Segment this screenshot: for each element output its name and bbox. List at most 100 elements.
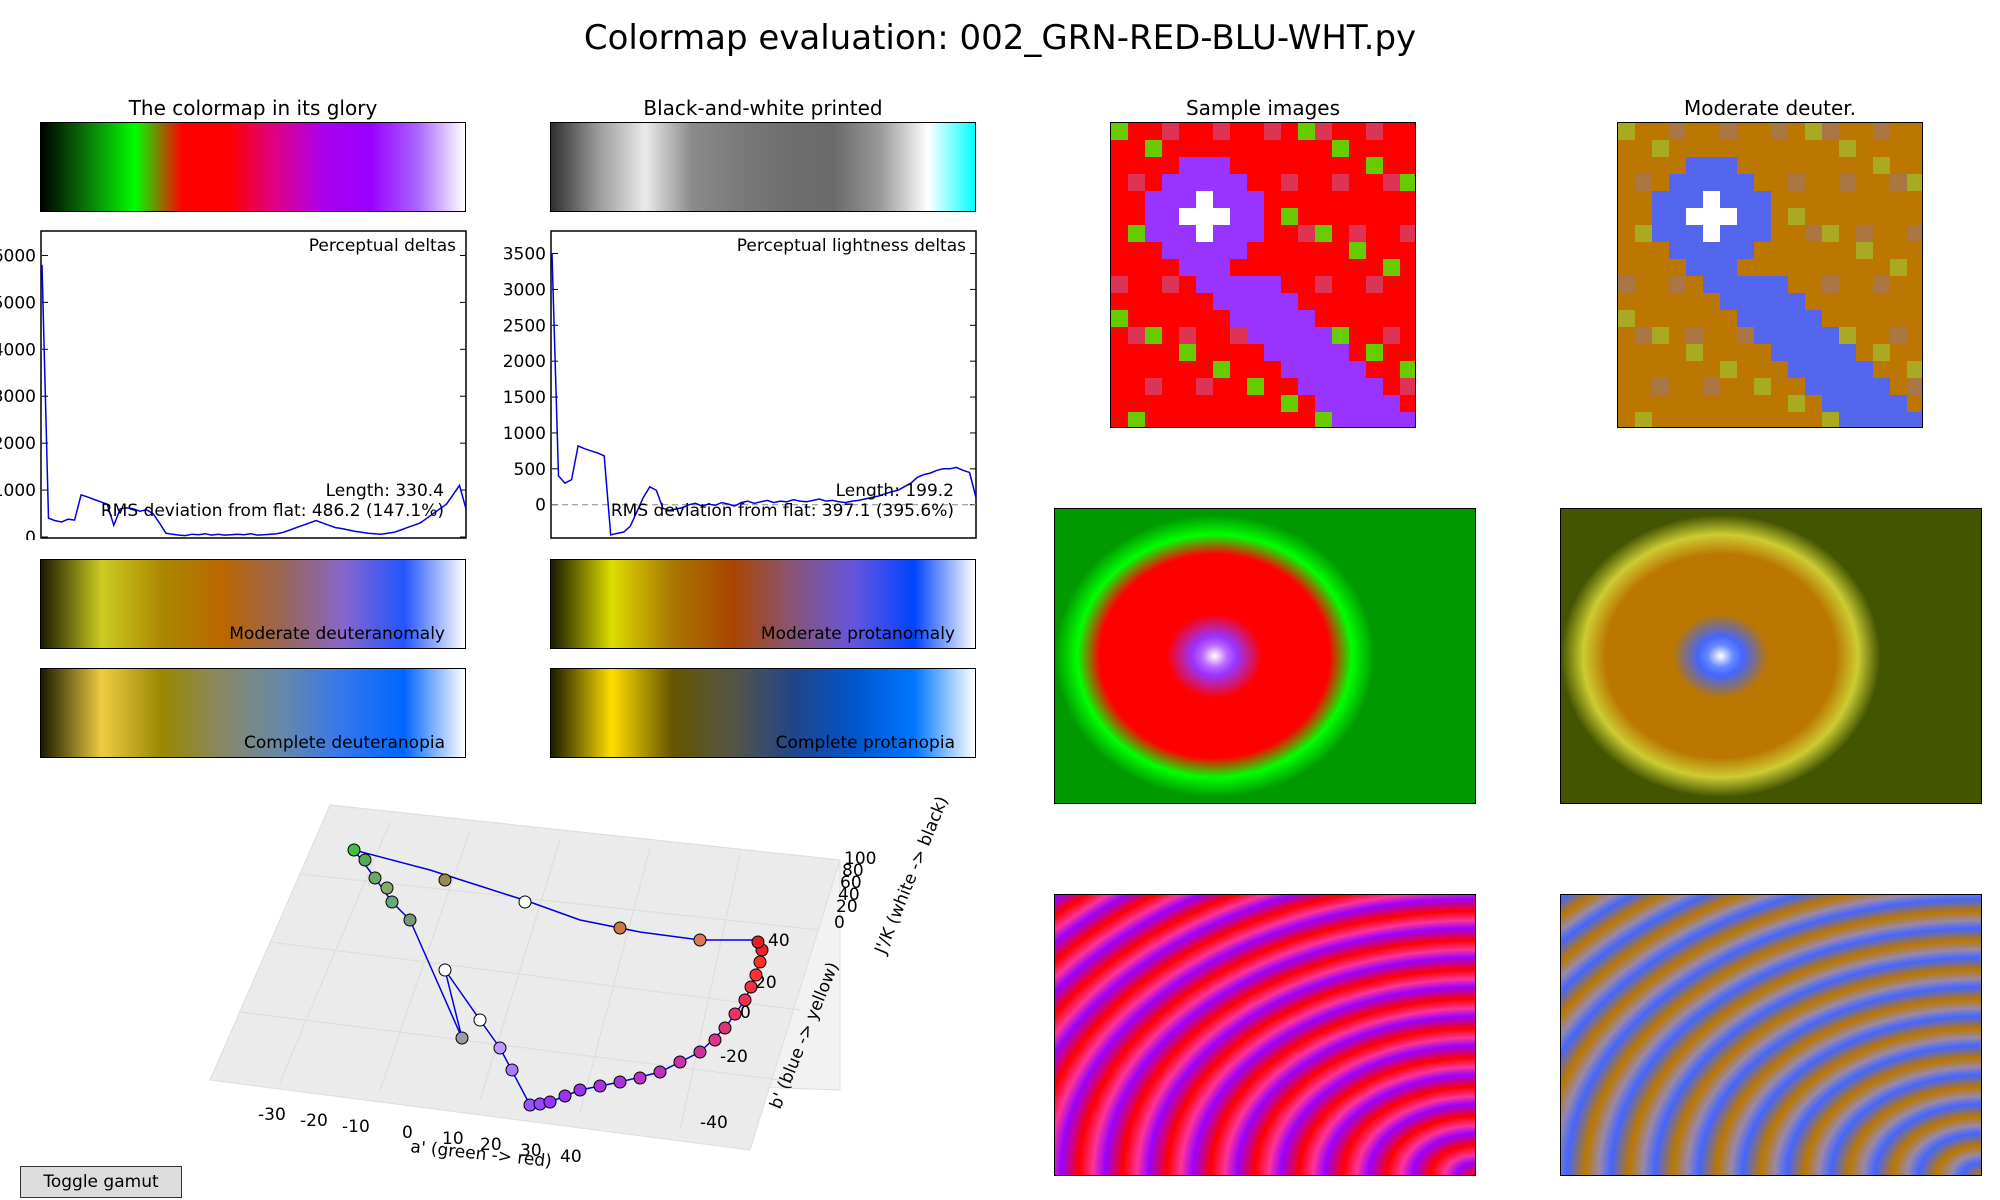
grid-cell	[1873, 123, 1891, 141]
grid-cell	[1213, 361, 1231, 379]
grid-cell	[1720, 395, 1738, 413]
grid-cell	[1788, 174, 1806, 192]
grid-cell	[1754, 378, 1772, 396]
svg-text:10: 10	[442, 1129, 464, 1149]
grid-cell	[1822, 344, 1840, 362]
grid-cell	[1213, 157, 1231, 175]
grid-cell	[1128, 395, 1146, 413]
grid-cell	[1315, 378, 1333, 396]
grid-cell	[1822, 140, 1840, 158]
grid-cell	[1856, 208, 1874, 226]
grid-cell	[1366, 208, 1384, 226]
grid-cell	[1686, 208, 1704, 226]
grid-cell	[1822, 242, 1840, 260]
grid-cell	[1754, 140, 1772, 158]
grid-cell	[1349, 378, 1367, 396]
grid-cell	[1737, 395, 1755, 413]
grid-cell	[1145, 225, 1163, 243]
grid-cell	[1839, 344, 1857, 362]
grid-cell	[1788, 123, 1806, 141]
svg-text:-20: -20	[300, 1111, 328, 1131]
grid-cell	[1754, 293, 1772, 311]
grid-cell	[1805, 395, 1823, 413]
grid-cell	[1247, 208, 1265, 226]
grid-cell	[1179, 174, 1197, 192]
grid-cell	[1128, 378, 1146, 396]
grid-cell	[1805, 276, 1823, 294]
grid-cell	[1669, 276, 1687, 294]
grid-cell	[1400, 242, 1415, 260]
svg-text:60: 60	[840, 873, 862, 893]
grid-cell	[1907, 140, 1922, 158]
grid-cell	[1162, 157, 1180, 175]
grid-cell	[1771, 123, 1789, 141]
grid-cell	[1720, 140, 1738, 158]
grid-cell	[1179, 412, 1197, 427]
grid-cell	[1298, 208, 1316, 226]
grid-cell	[1737, 191, 1755, 209]
grid-cell	[1652, 344, 1670, 362]
grid-cell	[1873, 361, 1891, 379]
grid-cell	[1669, 412, 1687, 427]
grid-cell	[1652, 378, 1670, 396]
grid-cell	[1230, 344, 1248, 362]
grid-cell	[1856, 140, 1874, 158]
grid-cell	[1737, 157, 1755, 175]
grid-cell	[1111, 395, 1129, 413]
grid-cell	[1856, 157, 1874, 175]
grid-cell	[1788, 344, 1806, 362]
grid-cell	[1754, 191, 1772, 209]
grid-cell	[1703, 412, 1721, 427]
grid-cell	[1890, 412, 1908, 427]
grid-cell	[1652, 310, 1670, 328]
deltas-line	[41, 264, 467, 537]
grid-cell	[1213, 276, 1231, 294]
deuter-image-waves	[1560, 894, 1982, 1176]
grid-cell	[1128, 174, 1146, 192]
grid-cell	[1805, 344, 1823, 362]
grid-cell	[1281, 412, 1299, 427]
grid-cell	[1298, 293, 1316, 311]
grid-cell	[1618, 225, 1636, 243]
grid-cell	[1281, 378, 1299, 396]
grid-cell	[1196, 344, 1214, 362]
grid-cell	[1281, 276, 1299, 294]
grid-cell	[1196, 293, 1214, 311]
grid-cell	[1332, 293, 1350, 311]
grid-cell	[1247, 123, 1265, 141]
grid-cell	[1247, 327, 1265, 345]
grid-cell	[1805, 378, 1823, 396]
grid-cell	[1873, 225, 1891, 243]
gamut-3d-plot[interactable]: -30 -20 -10 0 10 20 30 40 a' (green -> r…	[180, 790, 970, 1175]
grid-cell	[1839, 157, 1857, 175]
grid-cell	[1230, 140, 1248, 158]
grid-cell	[1315, 174, 1333, 192]
grid-cell	[1703, 276, 1721, 294]
grid-cell	[1686, 378, 1704, 396]
grid-cell	[1383, 310, 1401, 328]
grid-cell	[1720, 361, 1738, 379]
grid-cell	[1805, 157, 1823, 175]
grid-cell	[1805, 327, 1823, 345]
grid-cell	[1264, 157, 1282, 175]
grid-cell	[1315, 157, 1333, 175]
grid-cell	[1111, 242, 1129, 260]
grid-cell	[1128, 361, 1146, 379]
grid-cell	[1771, 310, 1789, 328]
grid-cell	[1873, 140, 1891, 158]
grid-cell	[1366, 259, 1384, 277]
grid-cell	[1822, 123, 1840, 141]
grid-cell	[1315, 293, 1333, 311]
protanomaly-label: Moderate protanomaly	[760, 624, 955, 644]
grid-cell	[1737, 208, 1755, 226]
toggle-gamut-button[interactable]: Toggle gamut	[20, 1166, 182, 1198]
grid-cell	[1873, 174, 1891, 192]
grid-cell	[1822, 174, 1840, 192]
grid-cell	[1230, 225, 1248, 243]
grid-cell	[1856, 242, 1874, 260]
grid-cell	[1247, 361, 1265, 379]
grid-cell	[1822, 361, 1840, 379]
grid-cell	[1737, 293, 1755, 311]
grid-cell	[1737, 344, 1755, 362]
grid-cell	[1652, 395, 1670, 413]
